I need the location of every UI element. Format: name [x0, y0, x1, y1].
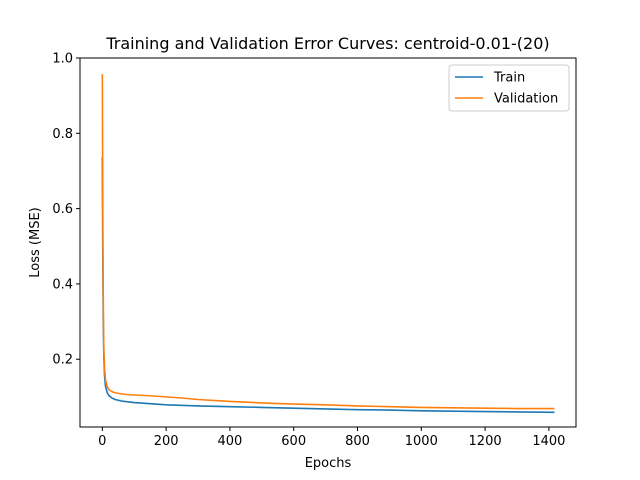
x-axis-label: Epochs: [305, 456, 352, 471]
legend-label-validation: Validation: [494, 92, 558, 107]
plot-area: [80, 58, 576, 427]
y-tick-label: 0.4: [52, 277, 73, 292]
x-tick-label: 200: [154, 434, 179, 449]
x-tick-label: 800: [345, 434, 370, 449]
x-tick-label: 1000: [405, 434, 438, 449]
series-line-validation: [101, 74, 555, 410]
axes-layer: [79, 57, 577, 428]
legend: Train Validation: [448, 64, 570, 112]
x-tick-label: 0: [98, 434, 106, 449]
series-layer: [101, 74, 555, 414]
y-tick-label: 1.0: [52, 52, 73, 67]
x-tick-label: 1200: [469, 434, 502, 449]
y-tick-label: 0.6: [52, 202, 73, 217]
y-axis-label: Loss (MSE): [28, 207, 43, 277]
y-tick-label: 0.8: [52, 127, 73, 142]
plot-frame: [79, 57, 577, 428]
x-tick-label: 400: [218, 434, 243, 449]
y-axis-ticks: 0.2 0.4 0.6 0.8 1.0: [52, 52, 80, 368]
x-axis-ticks: 0 200 400 600 800 1000 1200 1400: [98, 427, 565, 449]
chart-title: Training and Validation Error Curves: ce…: [105, 34, 549, 53]
legend-label-train: Train: [493, 71, 525, 86]
x-tick-label: 1400: [532, 434, 565, 449]
x-tick-label: 600: [281, 434, 306, 449]
y-tick-label: 0.2: [52, 353, 73, 368]
